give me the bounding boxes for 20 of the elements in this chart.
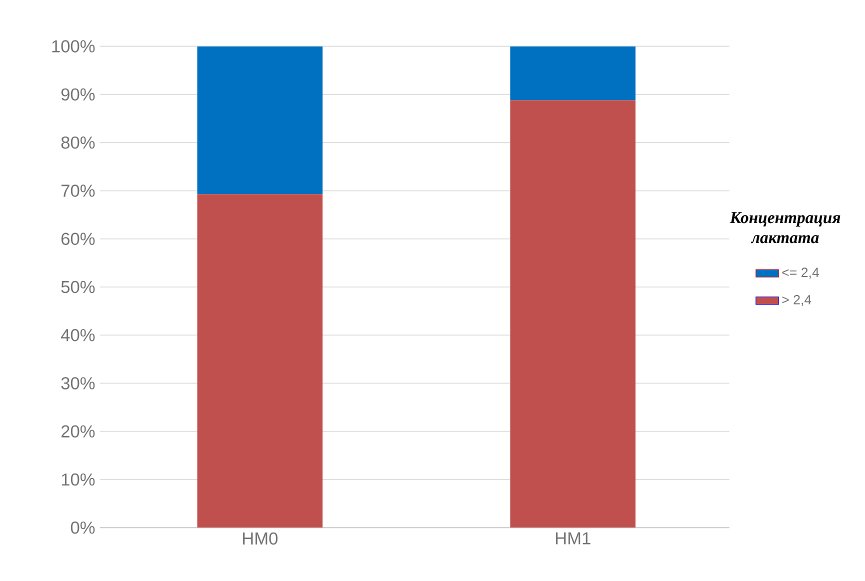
y-tick-label: 30% xyxy=(61,377,95,390)
x-tick-label: НМ1 xyxy=(556,532,590,544)
bar xyxy=(510,46,636,100)
y-tick-label: 50% xyxy=(61,280,95,294)
y-tick-label: 10% xyxy=(62,473,95,486)
y-tick-label: 100% xyxy=(52,40,95,52)
x-tick-label: НМ0 xyxy=(243,532,278,545)
legend-label: > 2,4 xyxy=(782,294,812,306)
y-tick-label: 70% xyxy=(62,184,95,197)
y-tick-label: 40% xyxy=(61,328,95,342)
bar xyxy=(197,194,323,528)
bar xyxy=(197,46,323,194)
y-tick-label: 0% xyxy=(70,522,95,534)
legend-title: Концентрация лактата xyxy=(730,212,840,244)
y-tick-label: 20% xyxy=(61,425,95,438)
y-tick-label: 60% xyxy=(61,232,95,245)
legend-label: <= 2,4 xyxy=(782,268,819,279)
bar xyxy=(510,100,636,528)
y-tick-label: 80% xyxy=(61,136,95,149)
y-tick-label: 90% xyxy=(61,88,95,101)
